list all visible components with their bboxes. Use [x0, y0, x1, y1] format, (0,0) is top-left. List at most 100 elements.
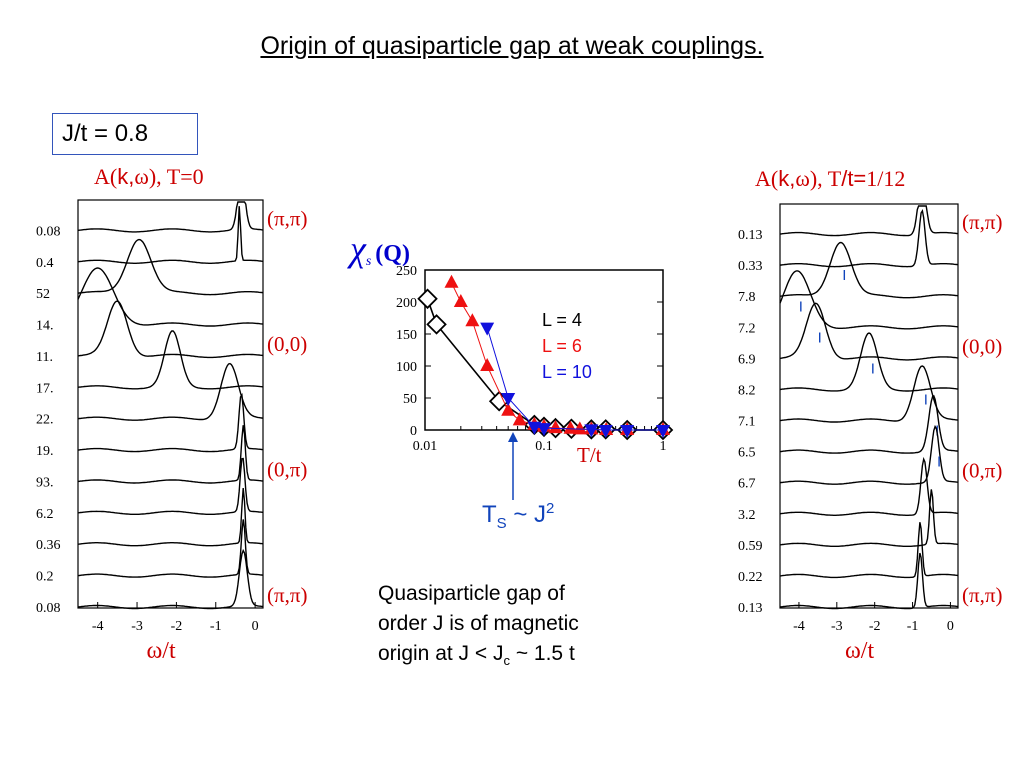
note-line-2: order J is of magnetic	[378, 612, 579, 635]
spectral-curve	[77, 267, 264, 327]
x-tick-label: -4	[92, 619, 104, 634]
spectral-curve	[779, 302, 959, 361]
x-tick-label: -1	[210, 619, 222, 634]
spectral-curve	[77, 488, 264, 547]
spectral-curve	[779, 270, 959, 330]
data-point-triangle-up	[501, 402, 516, 416]
spectral-curve	[77, 457, 264, 515]
x-tick-label: -3	[131, 619, 143, 634]
row-weight-label: 7.1	[738, 415, 756, 430]
data-point-triangle-up	[572, 421, 587, 435]
data-point-triangle-up	[444, 274, 459, 288]
left-heading-a: A(	[94, 164, 118, 189]
spectral-frame	[77, 199, 264, 609]
row-weight-label: 52	[36, 287, 50, 302]
gap-marker: I	[818, 329, 822, 346]
transition-arrow	[508, 432, 518, 500]
x-tick-label: 0	[252, 619, 259, 634]
note-line-3: origin at J < Jc ~ 1.5 t	[378, 639, 688, 676]
susceptibility-label: χs (Q)	[350, 228, 410, 270]
left-panel-heading: A(k,ω), T=0	[94, 164, 204, 190]
row-weight-label: 11.	[36, 350, 53, 365]
data-point-triangle-down	[537, 423, 551, 437]
transition-temperature-label: TS ~ J2	[482, 500, 554, 532]
spectral-curve	[779, 424, 959, 485]
spectral-curve	[77, 206, 264, 264]
coupling-parameter-label: J/t = 0.8	[62, 120, 149, 147]
y-tick-label: 100	[396, 360, 417, 375]
gap-marker: I	[799, 298, 803, 315]
spectral-curve	[77, 519, 264, 578]
row-weight-label: 0.13	[738, 601, 763, 616]
spectral-frame	[779, 203, 959, 609]
x-tick-label: -2	[869, 619, 881, 634]
data-point-triangle-up	[512, 412, 527, 426]
row-weight-label: 0.4	[36, 256, 54, 271]
spectral-curve	[77, 425, 264, 484]
row-weight-label: 3.2	[738, 508, 756, 523]
gap-marker: I	[937, 454, 941, 471]
row-weight-label: 7.2	[738, 321, 756, 336]
right-heading-k: k,	[778, 166, 796, 191]
y-tick-label: 150	[396, 328, 417, 343]
spectral-curve	[77, 548, 264, 610]
ts-exponent: 2	[546, 500, 555, 517]
right-heading-end: 1/12	[866, 166, 906, 191]
row-weight-label: 0.13	[738, 228, 763, 243]
gap-marker: I	[871, 360, 875, 377]
data-point-triangle-up	[480, 358, 495, 371]
note-jc-subscript: c	[503, 653, 510, 669]
note-line-1: Quasiparticle gap of	[378, 582, 565, 605]
data-point-triangle-up	[563, 420, 578, 434]
ts-relation: ~ J	[513, 501, 547, 528]
x-tick-label: 0	[947, 619, 954, 634]
x-axis-label: T/t	[577, 443, 602, 467]
x-tick-label: -1	[907, 619, 919, 634]
x-tick-label: 0.1	[535, 439, 553, 454]
y-tick-label: 250	[396, 264, 417, 279]
data-point-triangle-down	[620, 425, 635, 438]
spectral-curve	[779, 394, 959, 454]
spectral-curve	[779, 208, 959, 268]
right-heading-a: A(	[755, 166, 779, 191]
k-point-label: (π,π)	[267, 206, 307, 230]
spectral-curve	[779, 489, 959, 547]
data-point-diamond	[426, 314, 447, 335]
row-weight-label: 6.7	[738, 477, 756, 492]
ts-base: T	[482, 501, 497, 528]
right-heading-mid: ω), T	[795, 166, 842, 191]
right-spectral-panel: -4 -3 -2 -1 0 0.13 0.33 7.8 I 7.2 I 6.9 I 8.2 I 7.1 I 6.5…	[738, 203, 1002, 664]
slide-title: Origin of quasiparticle gap at weak coup…	[260, 32, 764, 60]
k-point-label: (π,π)	[267, 583, 307, 607]
susceptibility-chart: 0 50 100 150 200 250 0.01 0.1 1 T/t L = 4 L = 6 L = …	[396, 264, 674, 467]
x-tick-label: 1	[660, 439, 667, 454]
spectral-curve	[77, 330, 264, 390]
spectral-curve	[779, 205, 959, 237]
k-point-label: (0,0)	[267, 332, 307, 356]
row-weight-label: 0.33	[738, 259, 763, 274]
x-tick-label: -2	[171, 619, 183, 634]
k-point-label: (π,π)	[962, 583, 1002, 607]
spectral-curve	[77, 201, 264, 233]
left-heading-k: k,	[117, 164, 135, 189]
row-weight-label: 8.2	[738, 383, 756, 398]
row-weight-label: 0.59	[738, 539, 763, 554]
ts-subscript: S	[496, 514, 507, 532]
x-tick-label: 0.01	[413, 439, 438, 454]
legend-entry: L = 4	[542, 310, 582, 330]
legend-entry: L = 10	[542, 362, 592, 382]
row-weight-label: 93.	[36, 475, 54, 490]
omega-axis-label: ω/t	[845, 638, 874, 664]
row-weight-label: 0.08	[36, 224, 61, 239]
spectral-curve	[77, 362, 264, 421]
data-point-triangle-down	[598, 425, 613, 438]
spectral-curve	[77, 300, 264, 359]
data-point-triangle-down	[656, 425, 670, 438]
data-point-triangle-up	[453, 294, 468, 307]
row-weight-label: 14.	[36, 319, 54, 334]
row-weight-label: 0.08	[36, 601, 61, 616]
left-spectral-panel: -4 -3 -2 -1 0 0.08 0.4 52 14. 11. 17. 22. 19. 93. 6.2 0…	[36, 199, 307, 664]
row-weight-label: 17.	[36, 381, 54, 396]
row-weight-label: 0.36	[36, 538, 61, 553]
row-weight-label: 6.2	[36, 507, 54, 522]
